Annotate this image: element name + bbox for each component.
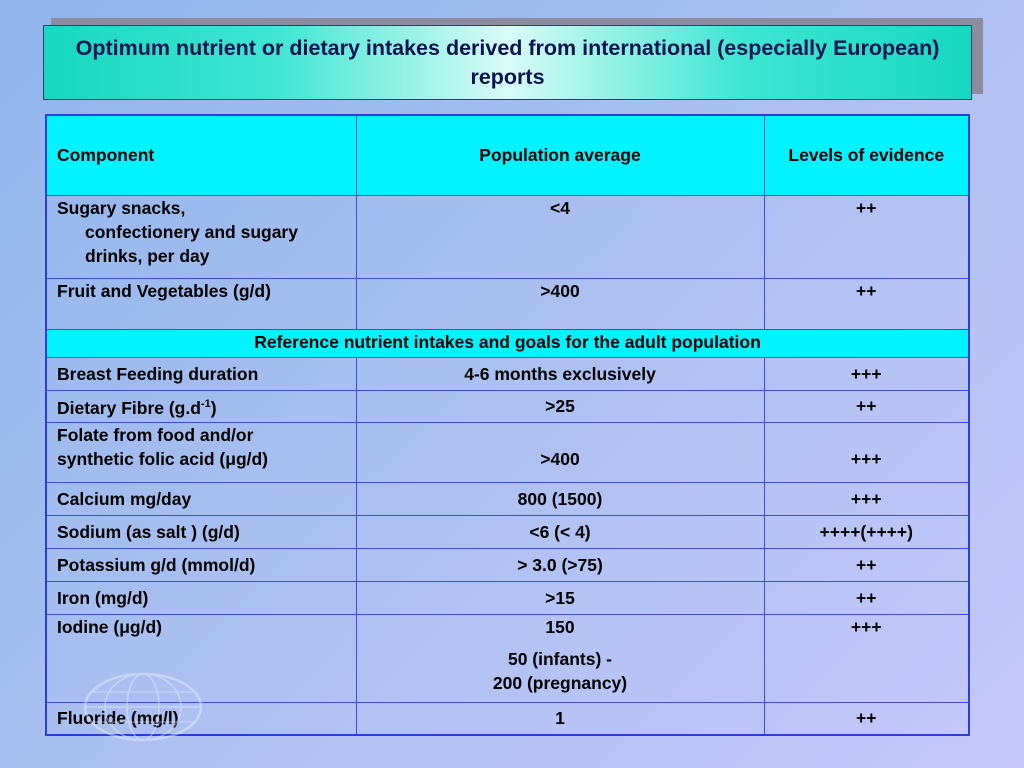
cell-component: Iron (mg/d): [45, 580, 357, 615]
table-row: Fruit and Vegetables (g/d) >400 ++: [45, 277, 970, 330]
cell-average: 4-6 months exclusively: [355, 356, 765, 391]
reference-row: Reference nutrient intakes and goals for…: [45, 328, 970, 358]
cell-component: Fluoride (mg/l): [45, 701, 357, 736]
cell-evidence: ++++(++++): [763, 514, 970, 549]
table-row: Folate from food and/or synthetic folic …: [45, 421, 970, 483]
cell-average: 150 50 (infants) - 200 (pregnancy): [355, 613, 765, 703]
cell-component: Calcium mg/day: [45, 481, 357, 516]
cell-average: >400: [355, 277, 765, 330]
cell-evidence: +++: [763, 613, 970, 703]
slide-title: Optimum nutrient or dietary intakes deri…: [75, 35, 940, 89]
cell-evidence: ++: [763, 547, 970, 582]
reference-row-label: Reference nutrient intakes and goals for…: [45, 328, 970, 358]
table-row: Breast Feeding duration 4-6 months exclu…: [45, 356, 970, 391]
component-line: Folate from food and/or: [57, 424, 254, 445]
cell-component: Breast Feeding duration: [45, 356, 357, 391]
cell-evidence: +++: [763, 356, 970, 391]
table-row: Iodine (μg/d) 150 50 (infants) - 200 (pr…: [45, 613, 970, 703]
table-header-row: Component Population average Levels of e…: [45, 114, 970, 196]
cell-component: Fruit and Vegetables (g/d): [45, 277, 357, 330]
cell-average: 800 (1500): [355, 481, 765, 516]
table-row: Dietary Fibre (g.d-1) >25 ++: [45, 389, 970, 423]
cell-average: > 3.0 (>75): [355, 547, 765, 582]
cell-component: Iodine (μg/d): [45, 613, 357, 703]
cell-evidence: +++: [763, 421, 970, 483]
cell-evidence: ++: [763, 701, 970, 736]
cell-average: >15: [355, 580, 765, 615]
table-row: Sodium (as salt ) (g/d) <6 (< 4) ++++(++…: [45, 514, 970, 549]
cell-average: >400: [355, 421, 765, 483]
cell-component: Folate from food and/or synthetic folic …: [45, 421, 357, 483]
table-row: Potassium g/d (mmol/d) > 3.0 (>75) ++: [45, 547, 970, 582]
cell-average: <4: [355, 194, 765, 279]
fibre-label-suffix: ): [210, 397, 217, 418]
header-population-average: Population average: [355, 114, 765, 196]
cell-evidence: ++: [763, 277, 970, 330]
component-line: Sugary snacks,: [57, 197, 186, 218]
cell-evidence: ++: [763, 389, 970, 423]
table-row: Sugary snacks, confectionery and sugary …: [45, 194, 970, 279]
cell-component: Potassium g/d (mmol/d): [45, 547, 357, 582]
header-component: Component: [45, 114, 357, 196]
iodine-average-line: 200 (pregnancy): [492, 672, 628, 693]
cell-average: 1: [355, 701, 765, 736]
table-row: Calcium mg/day 800 (1500) +++: [45, 481, 970, 516]
table-row: Iron (mg/d) >15 ++: [45, 580, 970, 615]
nutrient-table: Component Population average Levels of e…: [45, 114, 970, 736]
cell-average: <6 (< 4): [355, 514, 765, 549]
iodine-average-line: 150: [545, 616, 575, 637]
fibre-label: Dietary Fibre (g.d: [57, 397, 201, 418]
table-row: Fluoride (mg/l) 1 ++: [45, 701, 970, 736]
cell-component: Dietary Fibre (g.d-1): [45, 389, 357, 423]
iodine-average-line: 50 (infants) -: [507, 648, 613, 669]
cell-evidence: +++: [763, 481, 970, 516]
component-line: confectionery and sugary drinks, per day: [85, 221, 298, 266]
cell-average: >25: [355, 389, 765, 423]
component-line: synthetic folic acid (μg/d): [57, 448, 269, 469]
cell-evidence: ++: [763, 580, 970, 615]
slide-title-box: Optimum nutrient or dietary intakes deri…: [43, 25, 972, 100]
cell-component: Sugary snacks, confectionery and sugary …: [45, 194, 357, 279]
cell-evidence: ++: [763, 194, 970, 279]
fibre-superscript: -1: [200, 398, 211, 411]
cell-component: Sodium (as salt ) (g/d): [45, 514, 357, 549]
header-levels-of-evidence: Levels of evidence: [763, 114, 970, 196]
